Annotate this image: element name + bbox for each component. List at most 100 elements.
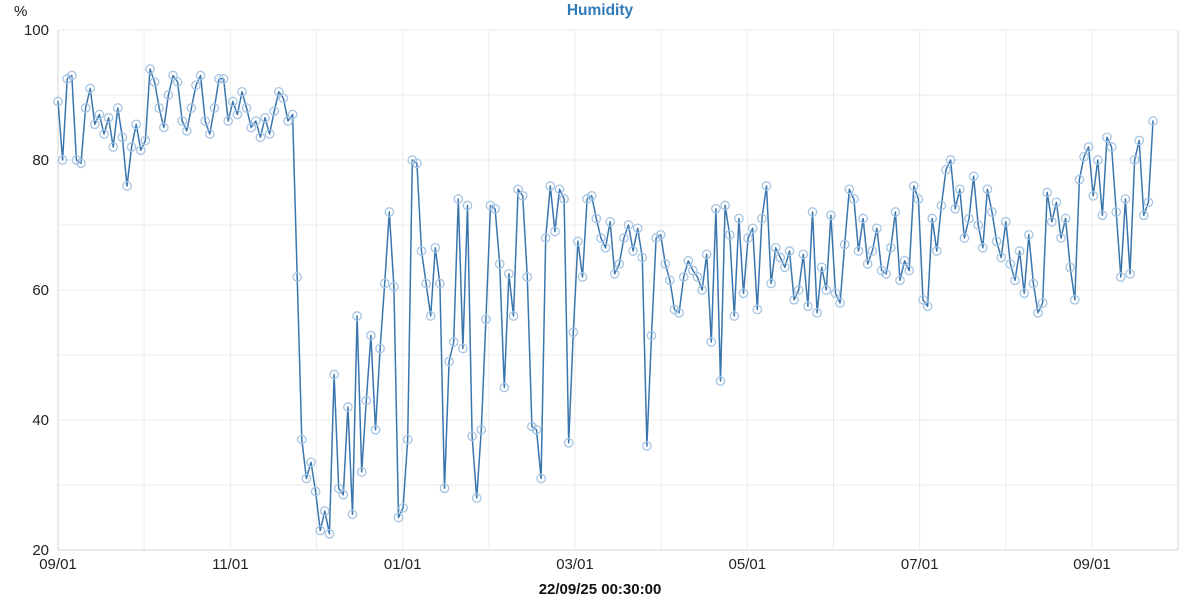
data-point-marker[interactable] [973, 220, 984, 230]
data-point-marker[interactable] [918, 294, 928, 305]
data-point-marker[interactable] [642, 441, 652, 451]
data-point-marker[interactable] [577, 272, 588, 282]
data-point-marker[interactable] [122, 181, 132, 191]
data-point-marker[interactable] [310, 486, 321, 497]
data-point-marker[interactable] [839, 239, 850, 250]
data-point-marker[interactable] [784, 246, 795, 256]
data-point-marker[interactable] [158, 122, 169, 133]
data-point-marker[interactable] [347, 509, 358, 520]
data-point-marker[interactable] [108, 142, 119, 152]
data-point-marker[interactable] [1134, 135, 1145, 146]
data-point-marker[interactable] [1092, 155, 1103, 165]
data-point-marker[interactable] [573, 236, 583, 247]
data-point-marker[interactable] [775, 252, 786, 263]
data-point-marker[interactable] [1023, 229, 1034, 240]
data-point-marker[interactable] [614, 259, 625, 269]
data-point-marker[interactable] [209, 103, 220, 113]
data-point-marker[interactable] [329, 369, 339, 380]
data-point-marker[interactable] [214, 73, 224, 84]
data-point-marker[interactable] [467, 431, 477, 442]
data-point-marker[interactable] [844, 184, 855, 195]
data-point-marker[interactable] [586, 190, 597, 201]
data-point-marker[interactable] [890, 207, 901, 217]
data-point-marker[interactable] [632, 223, 643, 234]
data-point-marker[interactable] [218, 73, 229, 84]
data-point-marker[interactable] [945, 155, 956, 165]
data-point-marker[interactable] [678, 272, 689, 282]
data-point-marker[interactable] [237, 86, 247, 97]
data-point-marker[interactable] [1005, 259, 1016, 269]
data-point-marker[interactable] [76, 158, 86, 169]
data-point-marker[interactable] [812, 307, 822, 318]
data-point-marker[interactable] [490, 203, 500, 214]
data-point-marker[interactable] [99, 129, 109, 139]
data-point-marker[interactable] [462, 200, 473, 211]
data-point-marker[interactable] [287, 109, 298, 120]
data-point-marker[interactable] [448, 337, 459, 347]
data-point-marker[interactable] [260, 112, 270, 123]
data-point-marker[interactable] [494, 259, 505, 269]
data-point-marker[interactable] [375, 343, 385, 354]
data-point-marker[interactable] [895, 275, 905, 286]
data-point-marker[interactable] [720, 200, 730, 211]
data-point-marker[interactable] [172, 77, 183, 87]
data-point-marker[interactable] [536, 473, 546, 484]
data-point-marker[interactable] [191, 80, 201, 91]
data-point-marker[interactable] [1079, 151, 1089, 162]
data-point-marker[interactable] [522, 272, 533, 282]
data-point-marker[interactable] [922, 301, 933, 312]
data-point-marker[interactable] [301, 473, 312, 484]
data-point-marker[interactable] [885, 242, 896, 253]
data-point-marker[interactable] [554, 184, 565, 195]
data-point-marker[interactable] [743, 233, 753, 243]
data-point-marker[interactable] [177, 116, 188, 126]
data-point-marker[interactable] [278, 93, 289, 104]
data-point-marker[interactable] [596, 233, 606, 243]
data-point-marker[interactable] [361, 395, 372, 406]
data-point-marker[interactable] [540, 233, 551, 243]
data-point-marker[interactable] [701, 249, 712, 260]
data-point-marker[interactable] [563, 437, 574, 448]
data-point-marker[interactable] [398, 502, 408, 513]
data-point-marker[interactable] [559, 194, 569, 204]
data-point-marker[interactable] [264, 129, 275, 139]
data-point-marker[interactable] [628, 246, 638, 256]
data-point-marker[interactable] [1115, 272, 1126, 282]
data-point-marker[interactable] [780, 262, 790, 273]
data-point-marker[interactable] [637, 252, 648, 263]
data-point-marker[interactable] [1019, 288, 1030, 299]
data-point-marker[interactable] [1138, 210, 1149, 221]
data-point-marker[interactable] [950, 203, 961, 214]
data-point-marker[interactable] [1069, 294, 1080, 305]
data-point-marker[interactable] [674, 307, 684, 318]
data-point-marker[interactable] [186, 103, 197, 113]
data-point-marker[interactable] [734, 213, 744, 224]
data-point-marker[interactable] [168, 70, 178, 81]
data-point-marker[interactable] [821, 285, 832, 295]
data-point-marker[interactable] [131, 119, 142, 130]
data-point-marker[interactable] [94, 109, 105, 120]
data-point-marker[interactable] [223, 116, 234, 126]
data-point-marker[interactable] [591, 213, 602, 224]
data-point-marker[interactable] [872, 223, 882, 234]
data-point-marker[interactable] [987, 207, 997, 217]
data-point-marker[interactable] [982, 184, 993, 195]
data-point-marker[interactable] [655, 229, 666, 240]
data-point-marker[interactable] [296, 434, 307, 445]
data-point-marker[interactable] [858, 213, 868, 224]
data-point-marker[interactable] [692, 272, 703, 282]
data-point-marker[interactable] [913, 194, 924, 204]
data-point-marker[interactable] [688, 265, 698, 276]
data-point-marker[interactable] [550, 226, 560, 237]
data-point-marker[interactable] [366, 330, 376, 341]
data-point-marker[interactable] [609, 268, 620, 279]
data-point-marker[interactable] [504, 268, 514, 279]
data-point-marker[interactable] [867, 246, 878, 256]
data-point-marker[interactable] [1037, 298, 1048, 308]
data-point-marker[interactable] [89, 119, 100, 130]
data-point-marker[interactable] [163, 90, 174, 100]
data-point-marker[interactable] [803, 301, 813, 312]
data-point-marker[interactable] [830, 288, 841, 299]
data-point-marker[interactable] [968, 171, 979, 182]
data-point-marker[interactable] [724, 229, 735, 240]
